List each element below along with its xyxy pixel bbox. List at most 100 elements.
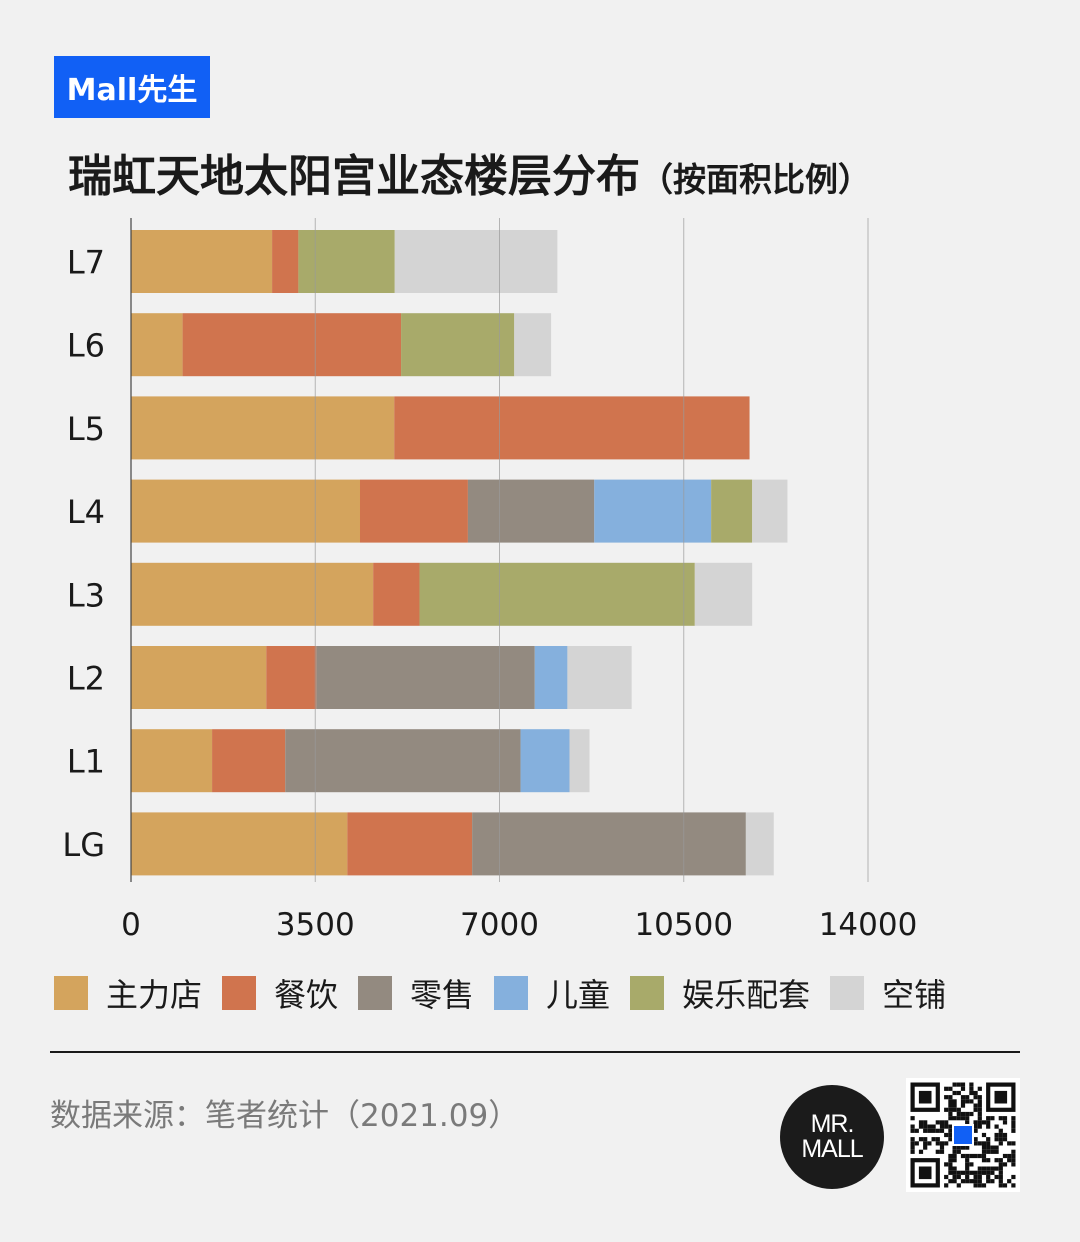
qr-module [952, 1149, 957, 1154]
qr-module [910, 1128, 915, 1133]
qr-module [1011, 1128, 1016, 1133]
qr-module [910, 1141, 915, 1146]
qr-module [918, 1120, 924, 1125]
qr-module [977, 1120, 982, 1125]
qr-module [998, 1141, 1003, 1146]
qr-module [944, 1124, 949, 1129]
qr-module [981, 1153, 987, 1159]
qr-module [965, 1116, 970, 1121]
qr-module [956, 1170, 961, 1175]
bar-segment [745, 812, 774, 876]
qr-module [1002, 1116, 1008, 1121]
qr-module [965, 1158, 970, 1163]
qr-module [977, 1099, 982, 1104]
qr-module [986, 1170, 991, 1175]
qr-module [969, 1099, 974, 1104]
bar-segment [394, 230, 558, 293]
bar-segment [711, 479, 753, 543]
qr-module [944, 1095, 949, 1100]
qr-module [960, 1111, 966, 1117]
qr-module [935, 1141, 940, 1146]
qr-module [910, 1137, 915, 1142]
qr-module [998, 1183, 1003, 1188]
qr-module [977, 1124, 982, 1129]
qr-module [969, 1082, 974, 1087]
qr-module [923, 1128, 928, 1133]
bar-segment [752, 479, 788, 543]
qr-module [952, 1158, 957, 1163]
qr-module [981, 1183, 987, 1188]
qr-module [960, 1116, 966, 1121]
y-tick-label: L6 [67, 327, 105, 365]
bar-segment [316, 646, 535, 709]
y-tick-label: L5 [67, 410, 105, 448]
qr-module [960, 1103, 966, 1108]
y-tick-label: LG [62, 826, 105, 864]
bar-segment [514, 313, 552, 377]
legend-swatch [222, 976, 257, 1010]
legend-swatch [830, 976, 865, 1010]
qr-module [952, 1082, 957, 1087]
qr-module [931, 1128, 936, 1133]
qr-module [948, 1128, 953, 1133]
legend-label: 餐饮 [274, 976, 339, 1014]
qr-module [965, 1099, 970, 1104]
qr-module [981, 1141, 987, 1146]
logo-line-1: MR. [810, 1110, 855, 1138]
brand-tag: Mall先生 [54, 56, 210, 118]
bar-segment [131, 313, 183, 377]
qr-module [998, 1174, 1003, 1180]
bar-segment [359, 479, 468, 543]
bar-segment [472, 812, 746, 876]
qr-module [927, 1141, 932, 1146]
qr-module [990, 1116, 995, 1121]
legend-item-retail: 零售 [358, 970, 474, 1016]
qr-module [998, 1158, 1003, 1163]
qr-module [965, 1120, 970, 1125]
bar-segment [594, 479, 712, 543]
legend-item-entertainment: 娱乐配套 [630, 970, 810, 1016]
qr-module [1011, 1141, 1016, 1146]
qr-module [956, 1183, 961, 1188]
qr-module [1002, 1137, 1008, 1142]
y-tick-label: L4 [67, 493, 105, 531]
bar-segment [567, 646, 632, 709]
qr-module [990, 1149, 995, 1154]
qr-module [977, 1170, 982, 1175]
qr-module [944, 1086, 949, 1091]
qr-module [986, 1124, 991, 1129]
qr-module [998, 1132, 1003, 1138]
qr-module [939, 1128, 945, 1133]
bar-segment [394, 396, 750, 460]
footer-divider [50, 1051, 1020, 1053]
qr-module [960, 1095, 966, 1100]
qr-module [969, 1111, 974, 1117]
qr-module [965, 1145, 970, 1150]
bar-segment [520, 729, 570, 793]
qr-module [956, 1174, 961, 1180]
qr-module [956, 1111, 961, 1117]
logo-line-2: MALL [801, 1135, 863, 1163]
qr-module [969, 1162, 974, 1167]
qr-module [948, 1132, 953, 1138]
qr-module [948, 1116, 953, 1121]
bar-segment [131, 729, 213, 793]
qr-module [965, 1174, 970, 1180]
qr-module [927, 1124, 932, 1129]
qr-module [952, 1107, 957, 1112]
qr-module [923, 1145, 928, 1150]
qr-module [986, 1158, 991, 1163]
qr-module [977, 1086, 982, 1091]
qr-module [948, 1111, 953, 1117]
qr-module [969, 1179, 974, 1184]
qr-module [973, 1128, 978, 1133]
qr-module [948, 1170, 953, 1175]
qr-module [994, 1166, 999, 1171]
chart-title-sub: （按面积比例） [640, 160, 871, 199]
qr-module [965, 1095, 970, 1100]
qr-module [948, 1166, 953, 1171]
qr-module [973, 1174, 978, 1180]
qr-module [948, 1103, 953, 1108]
bar-segment [272, 230, 299, 293]
qr-center-logo [954, 1126, 972, 1144]
